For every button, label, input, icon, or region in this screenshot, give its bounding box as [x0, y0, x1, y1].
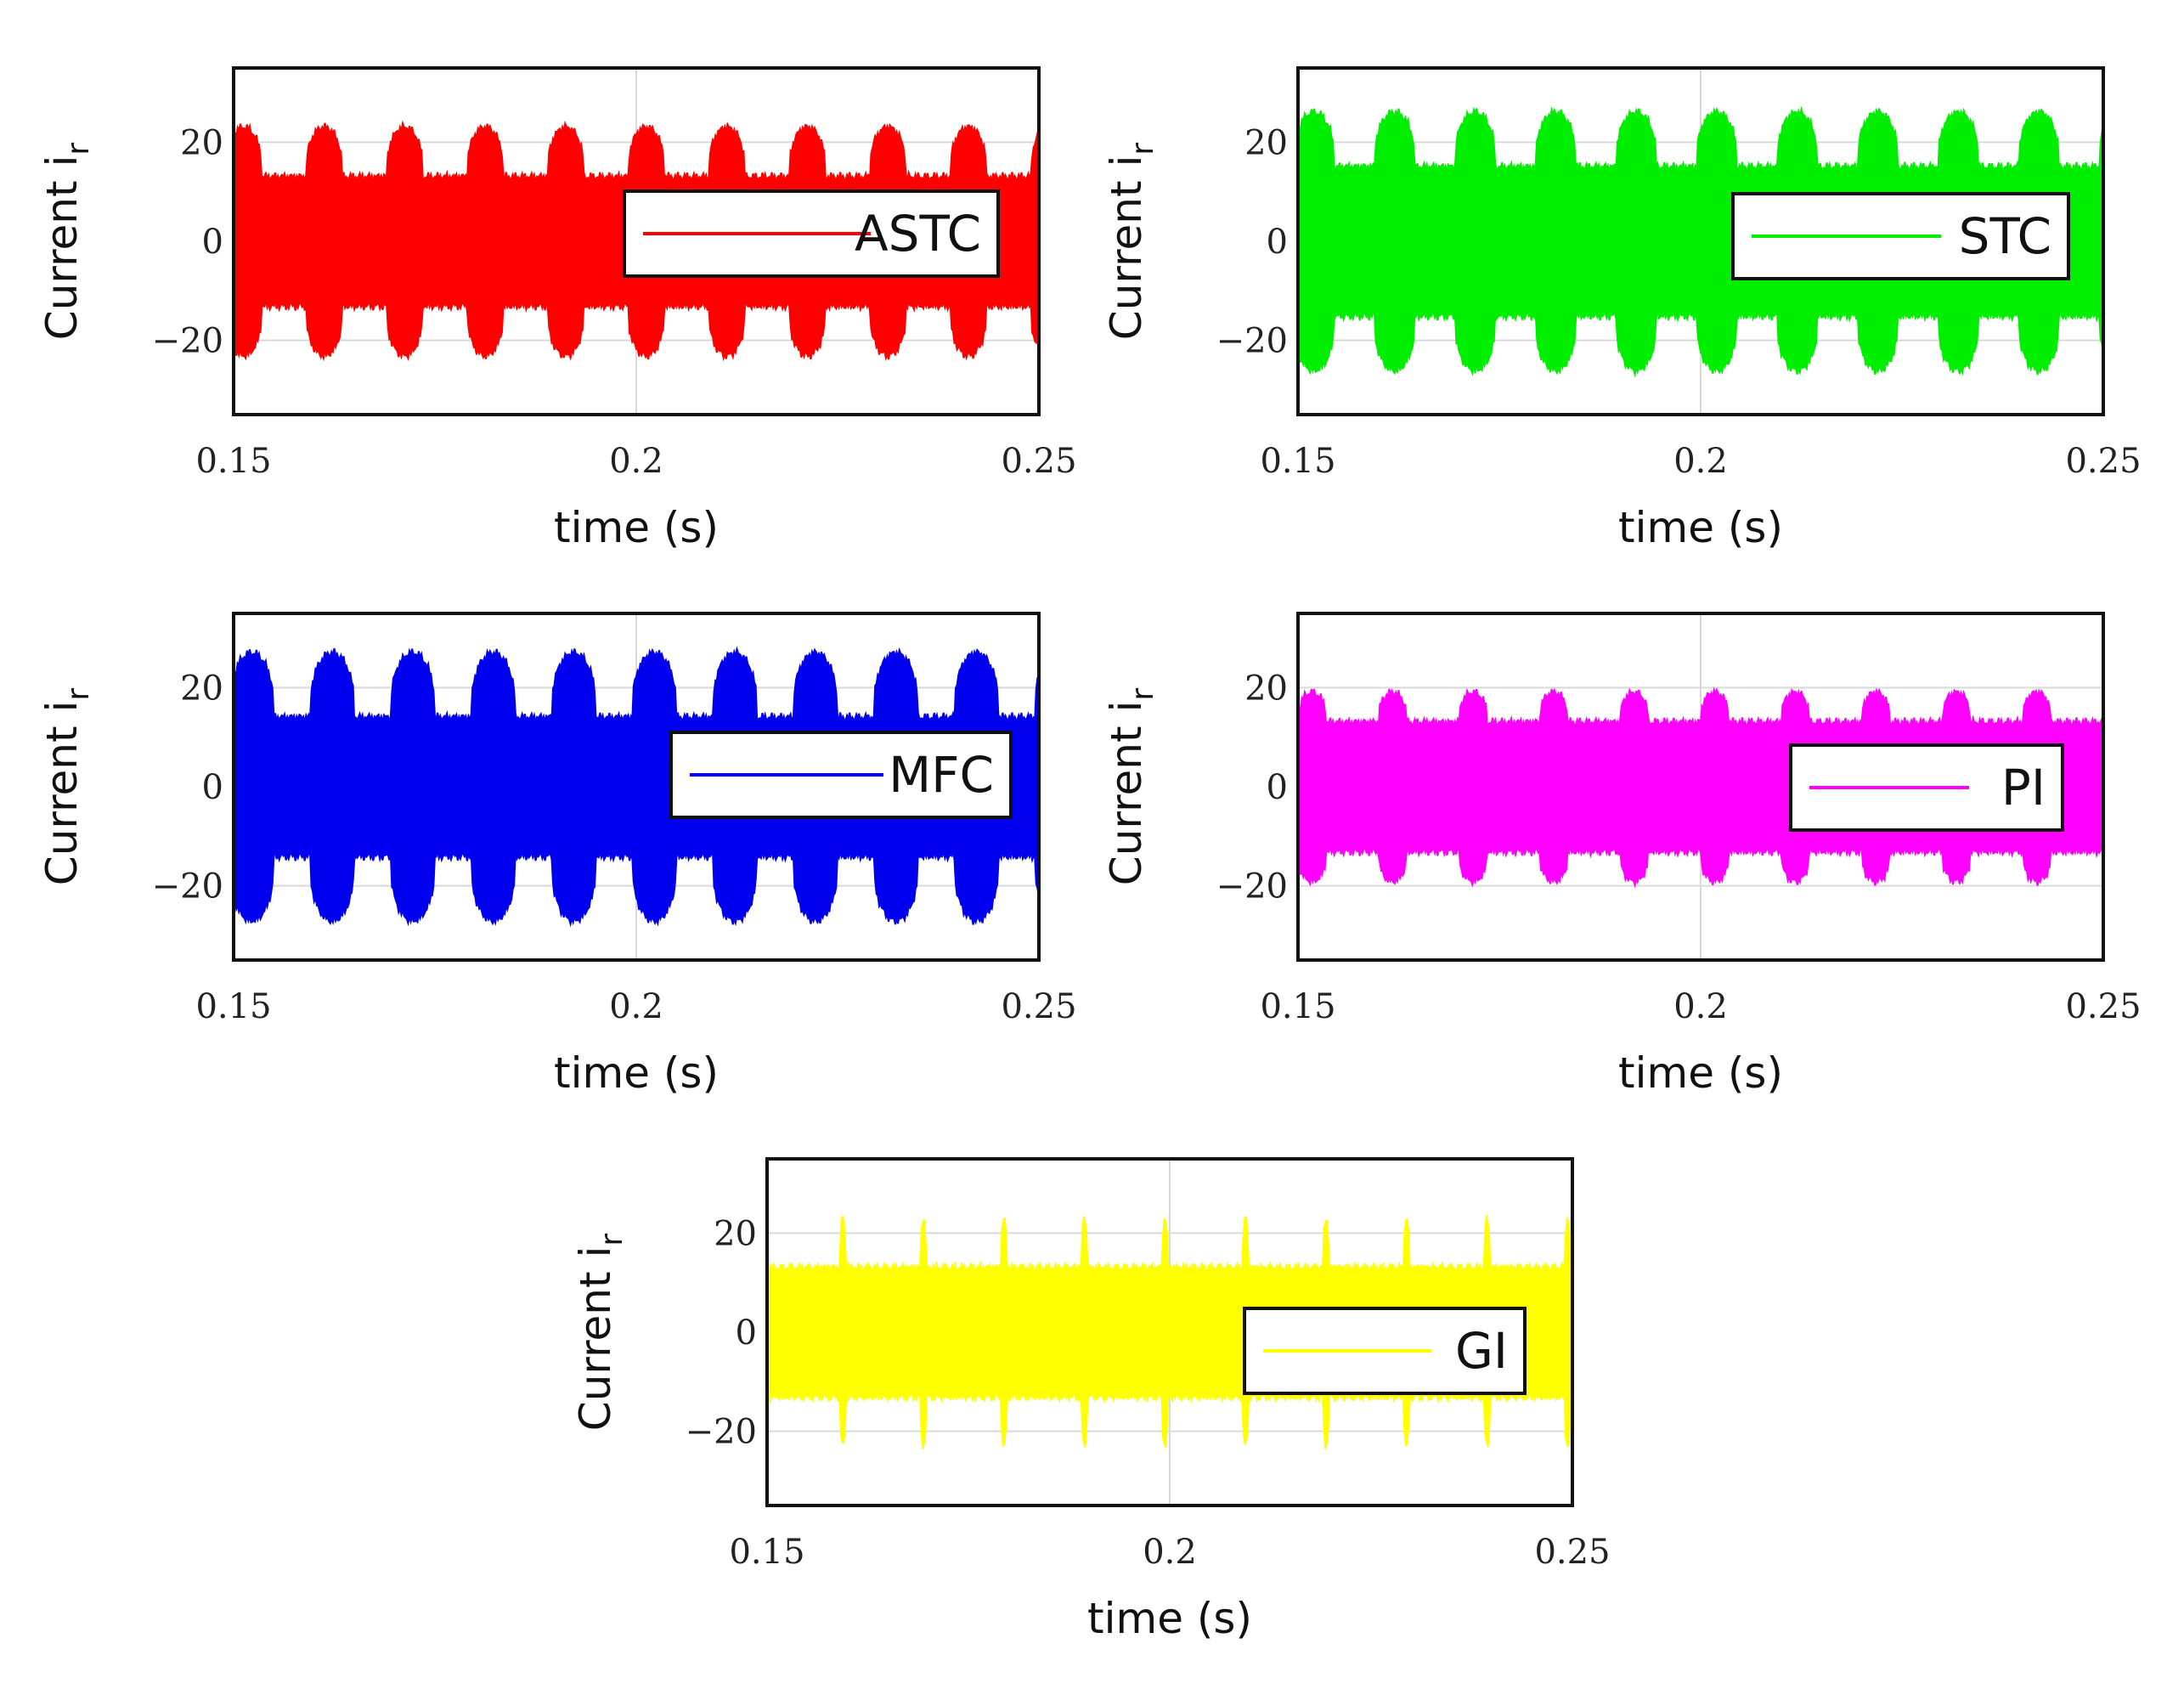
- x-tick-label: 0.25: [1001, 987, 1076, 1026]
- axes-frame: [1296, 66, 2105, 416]
- y-tick-label: 20: [1244, 123, 1288, 162]
- legend: GI: [1243, 1307, 1527, 1395]
- x-axis-label: time (s): [554, 1048, 719, 1098]
- y-tick-label: −20: [152, 867, 223, 907]
- chart-panel-gi: 20 0 −20 0.15 0.2 0.25 time (s) Current ir GI: [571, 1157, 1611, 1643]
- chart-panel-astc: 20 0 −20 0.15 0.2 0.25 time (s) Current ir ASTC: [37, 66, 1077, 552]
- legend: PI: [1789, 743, 2064, 832]
- x-tick-label: 0.25: [1534, 1533, 1610, 1572]
- x-tick-label: 0.15: [1260, 987, 1335, 1026]
- series-stc: [1298, 105, 2103, 378]
- series-pi: [1298, 686, 2103, 889]
- x-axis-label: time (s): [554, 503, 719, 552]
- y-tick-label: 0: [202, 223, 223, 262]
- y-tick-label: 20: [180, 123, 223, 162]
- y-axis-label: Current ir: [1102, 688, 1160, 886]
- x-tick-label: 0.25: [1001, 442, 1076, 481]
- x-axis-label: time (s): [1618, 503, 1783, 552]
- x-tick-label: 0.15: [195, 987, 271, 1026]
- chart-panel-mfc: 20 0 −20 0.15 0.2 0.25 time (s) Current ir MFC: [37, 612, 1077, 1098]
- x-tick-label: 0.2: [1143, 1533, 1197, 1572]
- y-tick-label: −20: [1216, 867, 1288, 907]
- y-tick-label: 20: [180, 669, 223, 708]
- legend: ASTC: [623, 189, 1000, 278]
- x-tick-label: 0.15: [195, 442, 271, 481]
- chart-panel-pi: 20 0 −20 0.15 0.2 0.25 time (s) Current ir PI: [1102, 612, 2142, 1098]
- y-tick-label: 0: [1267, 223, 1288, 262]
- legend-label: MFC: [889, 746, 994, 804]
- legend-label: PI: [2001, 759, 2046, 816]
- legend: MFC: [669, 731, 1013, 819]
- legend-label: ASTC: [855, 205, 981, 263]
- x-tick-label: 0.2: [609, 987, 663, 1026]
- y-tick-label: −20: [686, 1413, 757, 1452]
- legend-label: STC: [1959, 207, 2051, 265]
- x-axis-label: time (s): [1087, 1594, 1252, 1643]
- series-mfc: [234, 646, 1039, 928]
- y-tick-label: −20: [1216, 322, 1288, 361]
- y-tick-label: 20: [1244, 669, 1288, 708]
- axes-frame: [765, 1157, 1574, 1507]
- x-tick-label: 0.2: [609, 442, 663, 481]
- x-tick-label: 0.2: [1673, 442, 1728, 481]
- y-axis-label: Current ir: [37, 688, 96, 886]
- axes-frame: [1296, 612, 2105, 962]
- x-tick-label: 0.25: [2065, 987, 2141, 1026]
- y-axis-label: Current ir: [37, 143, 96, 341]
- x-axis-label: time (s): [1618, 1048, 1783, 1098]
- axes-frame: [232, 612, 1041, 962]
- legend-label: GI: [1455, 1322, 1508, 1380]
- x-tick-label: 0.15: [1260, 442, 1335, 481]
- y-axis-label: Current ir: [571, 1234, 629, 1432]
- y-tick-label: 0: [1267, 768, 1288, 807]
- y-tick-label: 0: [736, 1313, 757, 1353]
- axes-frame: [232, 66, 1041, 416]
- x-tick-label: 0.15: [729, 1533, 804, 1572]
- y-tick-label: 0: [202, 768, 223, 807]
- legend: STC: [1731, 192, 2070, 280]
- y-tick-label: 20: [714, 1214, 757, 1253]
- x-tick-label: 0.25: [2065, 442, 2141, 481]
- y-tick-label: −20: [152, 322, 223, 361]
- x-tick-label: 0.2: [1673, 987, 1728, 1026]
- chart-panel-stc: 20 0 −20 0.15 0.2 0.25 time (s) Current ir STC: [1102, 66, 2142, 552]
- y-axis-label: Current ir: [1102, 143, 1160, 341]
